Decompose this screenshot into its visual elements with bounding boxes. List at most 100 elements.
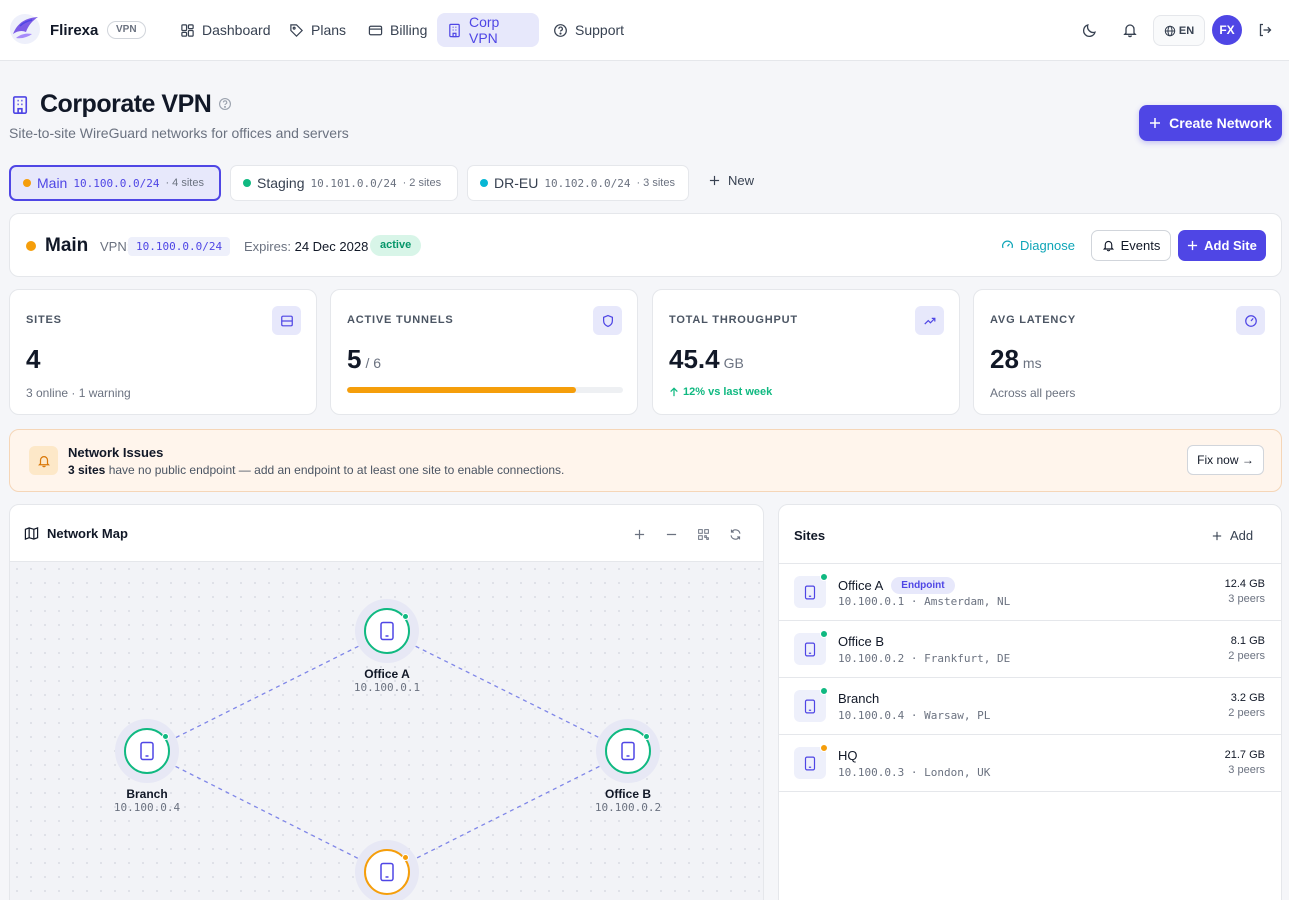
stat-number: 45.4 bbox=[669, 344, 720, 374]
zoom-in-button[interactable] bbox=[630, 525, 648, 543]
stat-trend-text: 12% vs last week bbox=[683, 386, 773, 398]
site-row[interactable]: Branch 10.100.0.4 · Warsaw, PL 3.2 GB 2 … bbox=[779, 678, 1281, 735]
fit-view-button[interactable] bbox=[694, 525, 712, 543]
language-label: EN bbox=[1178, 24, 1195, 37]
nav-corp-vpn[interactable]: Corp VPN bbox=[437, 13, 539, 47]
network-summary-card: Main VPN: 10.100.0.0/24 Expires: 24 Dec … bbox=[9, 213, 1282, 277]
tunnels-progress-fill bbox=[347, 387, 577, 393]
stat-unit: ms bbox=[1022, 355, 1042, 371]
nav-billing[interactable]: Billing bbox=[358, 13, 437, 47]
network-map-label: Network Map bbox=[47, 526, 128, 541]
network-tab-dr-eu[interactable]: DR-EU 10.102.0.0/24 · 3 sites bbox=[467, 165, 689, 201]
page-title: Corporate VPN bbox=[40, 90, 212, 118]
sites-card: Sites Add Office A Endpoint 10.100.0.1 · … bbox=[778, 504, 1282, 900]
device-icon bbox=[379, 621, 395, 641]
map-node-office-b[interactable]: Office B 10.100.0.2 bbox=[578, 719, 678, 814]
expires-value: 24 Dec 2028 bbox=[294, 239, 369, 254]
map-icon bbox=[24, 526, 39, 541]
node-inner bbox=[124, 728, 170, 774]
stat-trend: 12% vs last week bbox=[669, 386, 772, 398]
stat-card-tunnels: ACTIVE TUNNELS 5/ 6 bbox=[330, 289, 638, 415]
site-peers: 3 peers bbox=[1228, 593, 1265, 605]
user-avatar[interactable]: FX bbox=[1212, 15, 1242, 45]
network-map-header: Network Map bbox=[10, 505, 763, 562]
map-node-branch[interactable]: Branch 10.100.0.4 bbox=[97, 719, 197, 814]
tag-icon bbox=[289, 23, 304, 38]
plus-icon bbox=[709, 175, 720, 186]
create-network-label: Create Network bbox=[1169, 115, 1272, 131]
site-peers: 2 peers bbox=[1228, 707, 1265, 719]
site-row[interactable]: Office A Endpoint 10.100.0.1 · Amsterdam,… bbox=[779, 564, 1281, 621]
node-inner bbox=[364, 849, 410, 895]
network-map-canvas[interactable]: Office A 10.100.0.1 Branch 10.100.0.4 Of… bbox=[10, 562, 763, 900]
flirexa-logo[interactable] bbox=[8, 12, 42, 46]
events-label: Events bbox=[1120, 238, 1161, 253]
help-icon[interactable] bbox=[218, 97, 232, 111]
stat-unit: / 6 bbox=[365, 355, 382, 371]
map-node-hq[interactable] bbox=[337, 840, 437, 900]
map-node-office-a[interactable]: Office A 10.100.0.1 bbox=[337, 599, 437, 694]
alert-title: Network Issues bbox=[68, 445, 164, 460]
plus-icon bbox=[1212, 531, 1222, 541]
language-button[interactable]: EN bbox=[1153, 15, 1205, 46]
network-tab-name: Staging bbox=[257, 175, 305, 191]
status-dot bbox=[243, 179, 251, 187]
site-peers: 2 peers bbox=[1228, 650, 1265, 662]
stat-number: 28 bbox=[990, 344, 1019, 374]
site-row[interactable]: HQ 10.100.0.3 · London, UK 21.7 GB 3 pee… bbox=[779, 735, 1281, 792]
sites-title: Sites bbox=[794, 528, 826, 543]
network-tab-staging[interactable]: Staging 10.101.0.0/24 · 2 sites bbox=[230, 165, 458, 201]
site-traffic: 12.4 GB bbox=[1224, 578, 1265, 590]
site-name: HQ bbox=[838, 748, 858, 763]
events-button[interactable]: Events bbox=[1091, 230, 1171, 261]
theme-toggle-button[interactable] bbox=[1076, 16, 1104, 44]
network-map-card: Network Map Office A 10.100.0.1 Branch 1… bbox=[9, 504, 764, 900]
tunnels-progress-bar bbox=[347, 387, 623, 393]
diagnose-label: Diagnose bbox=[1020, 238, 1075, 253]
minus-icon bbox=[666, 529, 677, 540]
network-tab-main[interactable]: Main 10.100.0.0/24 · 4 sites bbox=[9, 165, 221, 201]
node-status-dot bbox=[162, 733, 169, 740]
status-dot bbox=[480, 179, 488, 187]
site-meta: 10.100.0.1 · Amsterdam, NL bbox=[838, 595, 1011, 608]
brand-badge: VPN bbox=[107, 21, 146, 39]
nav-dashboard[interactable]: Dashboard bbox=[170, 13, 281, 47]
stat-card-sites: SITES 4 3 online · 1 warning bbox=[9, 289, 317, 415]
refresh-button[interactable] bbox=[726, 525, 744, 543]
nav-plans[interactable]: Plans bbox=[279, 13, 356, 47]
nav-plans-label: Plans bbox=[311, 22, 347, 38]
network-tab-count: · 2 sites bbox=[402, 177, 442, 189]
nav-support[interactable]: Support bbox=[543, 13, 634, 47]
map-links bbox=[146, 631, 629, 874]
logout-button[interactable] bbox=[1251, 16, 1279, 44]
create-network-button[interactable]: Create Network bbox=[1139, 105, 1282, 141]
network-tab-name: Main bbox=[37, 175, 68, 191]
site-meta: 10.100.0.2 · Frankfurt, DE bbox=[838, 652, 1011, 665]
server-icon bbox=[272, 306, 301, 335]
site-row[interactable]: Office B 10.100.0.2 · Frankfurt, DE 8.1 … bbox=[779, 621, 1281, 678]
logout-icon bbox=[1257, 22, 1273, 38]
alert-text: 3 sites have no public endpoint — add an… bbox=[68, 463, 564, 477]
device-icon bbox=[794, 690, 826, 722]
node-inner bbox=[364, 608, 410, 654]
new-network-label: New bbox=[728, 173, 755, 188]
vpn-label: VPN: bbox=[100, 239, 131, 254]
notifications-button[interactable] bbox=[1116, 16, 1144, 44]
moon-icon bbox=[1082, 22, 1098, 38]
new-network-tab[interactable]: New bbox=[709, 173, 754, 188]
add-site-button[interactable]: Add Site bbox=[1178, 230, 1266, 261]
network-tab-cidr: 10.100.0.0/24 bbox=[73, 176, 160, 190]
stat-value: 28 ms bbox=[990, 344, 1042, 375]
fix-now-button[interactable]: Fix now → bbox=[1187, 445, 1264, 475]
nav-billing-label: Billing bbox=[390, 22, 428, 38]
stat-value: 45.4 GB bbox=[669, 344, 744, 375]
diagnose-button[interactable]: Diagnose bbox=[1001, 238, 1075, 253]
device-icon bbox=[794, 576, 826, 608]
expires: Expires: 24 Dec 2028 bbox=[244, 239, 368, 254]
zoom-out-button[interactable] bbox=[662, 525, 680, 543]
site-status-dot bbox=[820, 687, 828, 695]
add-site-link[interactable]: Add bbox=[1212, 528, 1253, 543]
device-icon bbox=[794, 747, 826, 779]
network-tab-name: DR-EU bbox=[494, 175, 539, 191]
network-tab-cidr: 10.101.0.0/24 bbox=[310, 176, 397, 190]
